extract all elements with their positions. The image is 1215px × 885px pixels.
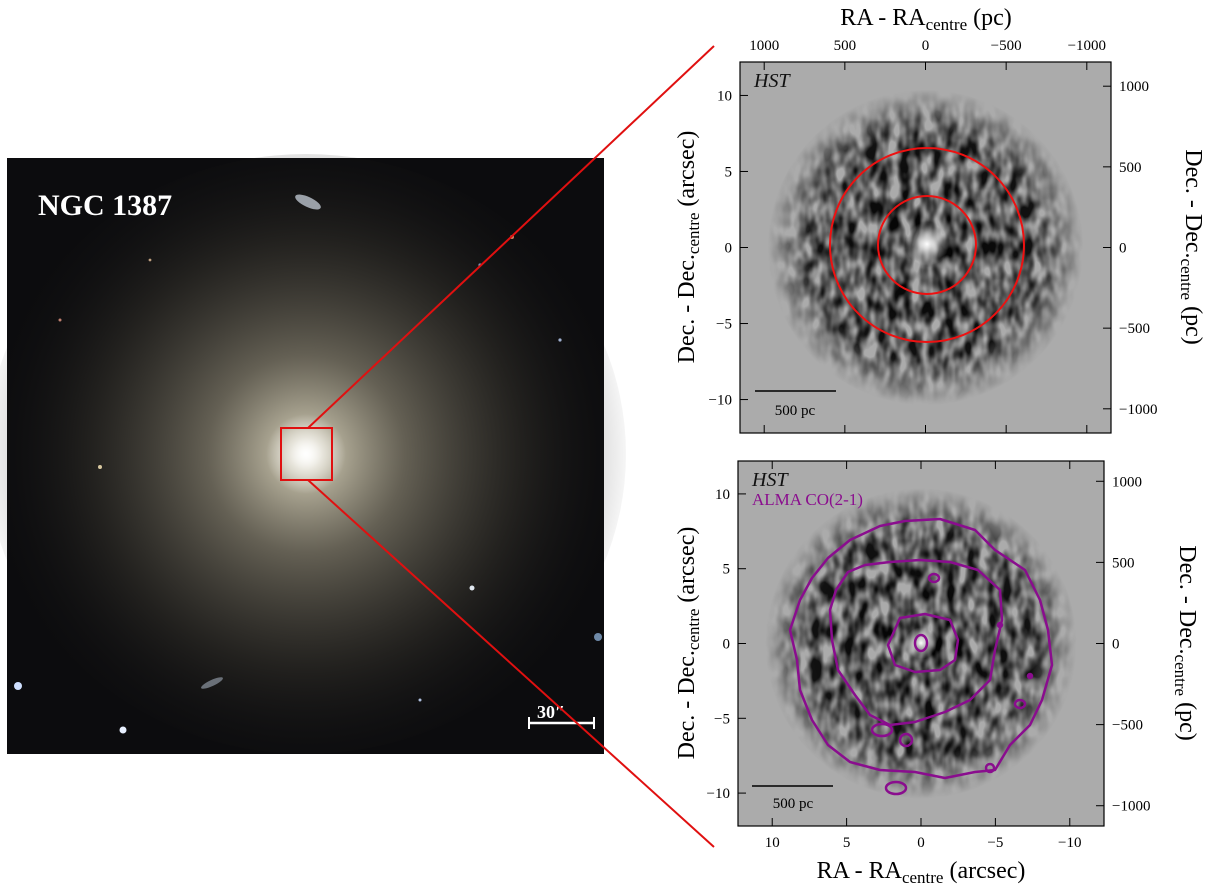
- tick-label: −500: [1112, 718, 1143, 734]
- tick-label: −500: [991, 38, 1022, 54]
- scale-bar-label: 30″: [537, 702, 565, 722]
- right-axis-label: Dec. - Dec.centre(pc): [1177, 149, 1206, 344]
- panel-annotation: HST: [751, 469, 789, 491]
- tick-label: 0: [1119, 241, 1127, 257]
- bottom-axis-label: RA - RAcentre(arcsec): [817, 858, 1026, 885]
- tick-label: −5: [716, 317, 732, 333]
- tick-label: −5: [987, 835, 1003, 851]
- tick-label: 5: [723, 562, 731, 578]
- tick-label: 5: [725, 164, 733, 180]
- hst-image-bottom: [738, 461, 1104, 826]
- left-axis-label: Dec. - Dec.centre(arcsec): [674, 131, 703, 364]
- tick-label: 500: [834, 38, 857, 54]
- tick-label: −10: [1058, 835, 1081, 851]
- figure: NGC 1387 30″: [0, 0, 1215, 885]
- tick-label: 500: [1119, 160, 1142, 176]
- galaxy-name: NGC 1387: [38, 189, 172, 222]
- panel-annotation: HST: [753, 70, 791, 92]
- tick-label: −10: [709, 393, 732, 409]
- right-axis-label: Dec. - Dec.centre(pc): [1171, 545, 1200, 740]
- tick-label: 1000: [1112, 474, 1142, 490]
- scale-bar-label: 500 pc: [775, 403, 816, 419]
- hst-image-top: [740, 62, 1111, 433]
- tick-label: 0: [917, 835, 925, 851]
- tick-label: −1000: [1068, 38, 1106, 54]
- tick-label: −10: [707, 786, 730, 802]
- tick-label: −1000: [1119, 402, 1157, 418]
- tick-label: 10: [715, 487, 730, 503]
- scale-bar-label: 500 pc: [773, 796, 814, 812]
- tick-label: 0: [723, 637, 731, 653]
- top-axis-label: RA - RAcentre(pc): [840, 5, 1012, 34]
- tick-label: 1000: [749, 38, 779, 54]
- tick-label: 0: [725, 241, 733, 257]
- tick-label: 0: [922, 38, 930, 54]
- tick-label: 1000: [1119, 79, 1149, 95]
- tick-label: −500: [1119, 321, 1150, 337]
- panel-annotation: ALMA CO(2-1): [752, 490, 863, 509]
- tick-label: −5: [714, 711, 730, 727]
- tick-label: 0: [1112, 637, 1120, 653]
- tick-label: −1000: [1112, 799, 1150, 815]
- tick-label: 10: [717, 88, 732, 104]
- tick-label: 10: [765, 835, 780, 851]
- galaxy-image: NGC 1387 30″: [0, 154, 626, 754]
- tick-label: 5: [843, 835, 851, 851]
- tick-label: 500: [1112, 555, 1135, 571]
- left-axis-label: Dec. - Dec.centre(arcsec): [674, 527, 703, 760]
